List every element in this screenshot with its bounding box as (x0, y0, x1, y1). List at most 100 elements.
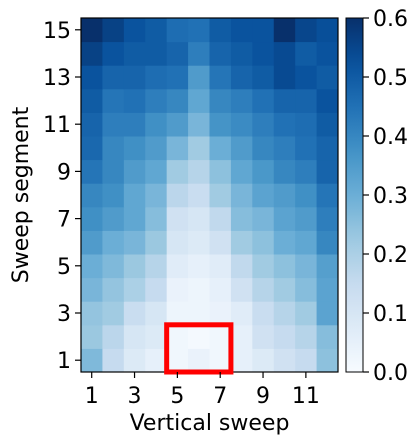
heatmap-cell (252, 348, 275, 373)
heatmap-cell (81, 88, 103, 113)
y-tick-label: 11 (43, 113, 71, 138)
heatmap-cell (123, 301, 146, 326)
heatmap-cell (166, 230, 189, 255)
heatmap-cell (230, 183, 253, 208)
heatmap-cell (145, 324, 168, 349)
heatmap-cell (209, 183, 232, 208)
heatmap-cell (295, 183, 318, 208)
heatmap-cell (252, 159, 275, 184)
heatmap-cell (123, 136, 146, 161)
colorbar-tick-label: 0.5 (373, 66, 408, 91)
x-tick-label: 1 (85, 384, 99, 409)
heatmap-cell (166, 112, 189, 137)
heatmap-cell (273, 112, 296, 137)
heatmap-cell (295, 112, 318, 137)
heatmap-cell (81, 159, 103, 184)
heatmap-cell (166, 136, 189, 161)
heatmap-cell (81, 206, 103, 231)
heatmap-cell (209, 324, 232, 349)
heatmap-cell (145, 183, 168, 208)
y-tick-label: 7 (57, 208, 71, 233)
heatmap-cell (273, 206, 296, 231)
heatmap-cell (102, 159, 125, 184)
heatmap-cell (145, 206, 168, 231)
heatmap-cell (188, 65, 210, 90)
x-tick-label: 3 (128, 384, 142, 409)
heatmap-cell (188, 277, 210, 302)
heatmap-cell (252, 65, 275, 90)
heatmap-cell (295, 277, 318, 302)
heatmap-cell (316, 136, 339, 161)
heatmap-cell (295, 254, 318, 279)
heatmap-cell (209, 301, 232, 326)
heatmap-cell (166, 206, 189, 231)
heatmap-cell (230, 112, 253, 137)
heatmap-cell (209, 18, 232, 43)
colorbar-tick-label: 0.4 (373, 125, 408, 150)
heatmap-cell (81, 348, 103, 373)
heatmap-cell (102, 277, 125, 302)
heatmap-cell (123, 41, 146, 66)
heatmap-cell (316, 230, 339, 255)
heatmap-cell (166, 348, 189, 373)
heatmap-cell (166, 324, 189, 349)
heatmap-cell (188, 348, 210, 373)
colorbar-tick-label: 0.6 (373, 7, 408, 32)
heatmap-cell (273, 277, 296, 302)
heatmap-cell (209, 230, 232, 255)
heatmap-cell (123, 324, 146, 349)
heatmap-cell (230, 277, 253, 302)
heatmap-cell (81, 18, 103, 43)
x-tick-label: 11 (292, 384, 320, 409)
heatmap-cell (252, 301, 275, 326)
heatmap-cell (81, 183, 103, 208)
heatmap-cell (166, 159, 189, 184)
heatmap-cell (145, 112, 168, 137)
heatmap-cell (295, 324, 318, 349)
heatmap-cell (145, 18, 168, 43)
heatmap-cell (295, 206, 318, 231)
heatmap-cell (273, 41, 296, 66)
colorbar-ticks: 0.0 0.1 0.2 0.3 0.4 0.5 0.6 (363, 7, 408, 386)
heatmap-cell (102, 301, 125, 326)
heatmap-cell (273, 65, 296, 90)
heatmap-cell (145, 301, 168, 326)
heatmap-cell (252, 112, 275, 137)
heatmap-cell (81, 136, 103, 161)
y-tick-label: 5 (57, 255, 71, 280)
heatmap-cell (166, 65, 189, 90)
heatmap-cell (230, 301, 253, 326)
heatmap-cell (252, 277, 275, 302)
heatmap-cell (295, 18, 318, 43)
colorbar (345, 17, 364, 373)
heatmap-cell (188, 112, 210, 137)
heatmap-cell (230, 41, 253, 66)
heatmap-cell (316, 324, 339, 349)
heatmap-cell (316, 301, 339, 326)
heatmap-cell (316, 159, 339, 184)
heatmap-cell (188, 324, 210, 349)
heatmap-cell (295, 159, 318, 184)
heatmap-cell (209, 65, 232, 90)
heatmap-cell (209, 159, 232, 184)
heatmap-cell (295, 65, 318, 90)
heatmap-cell (123, 230, 146, 255)
heatmap-cell (188, 136, 210, 161)
heatmap-cell (230, 206, 253, 231)
heatmap-cell (166, 277, 189, 302)
heatmap-cell (316, 41, 339, 66)
heatmap-cell (123, 254, 146, 279)
heatmap-cell (230, 324, 253, 349)
heatmap-cell (209, 254, 232, 279)
colorbar-tick-label: 0.1 (373, 302, 408, 327)
heatmap-cell (273, 88, 296, 113)
heatmap-cell (145, 159, 168, 184)
heatmap-cell (230, 88, 253, 113)
y-axis-label: Sweep segment (9, 106, 34, 283)
heatmap-cell (145, 230, 168, 255)
heatmap-cell (102, 230, 125, 255)
heatmap-cell (252, 206, 275, 231)
heatmap-cell (209, 206, 232, 231)
